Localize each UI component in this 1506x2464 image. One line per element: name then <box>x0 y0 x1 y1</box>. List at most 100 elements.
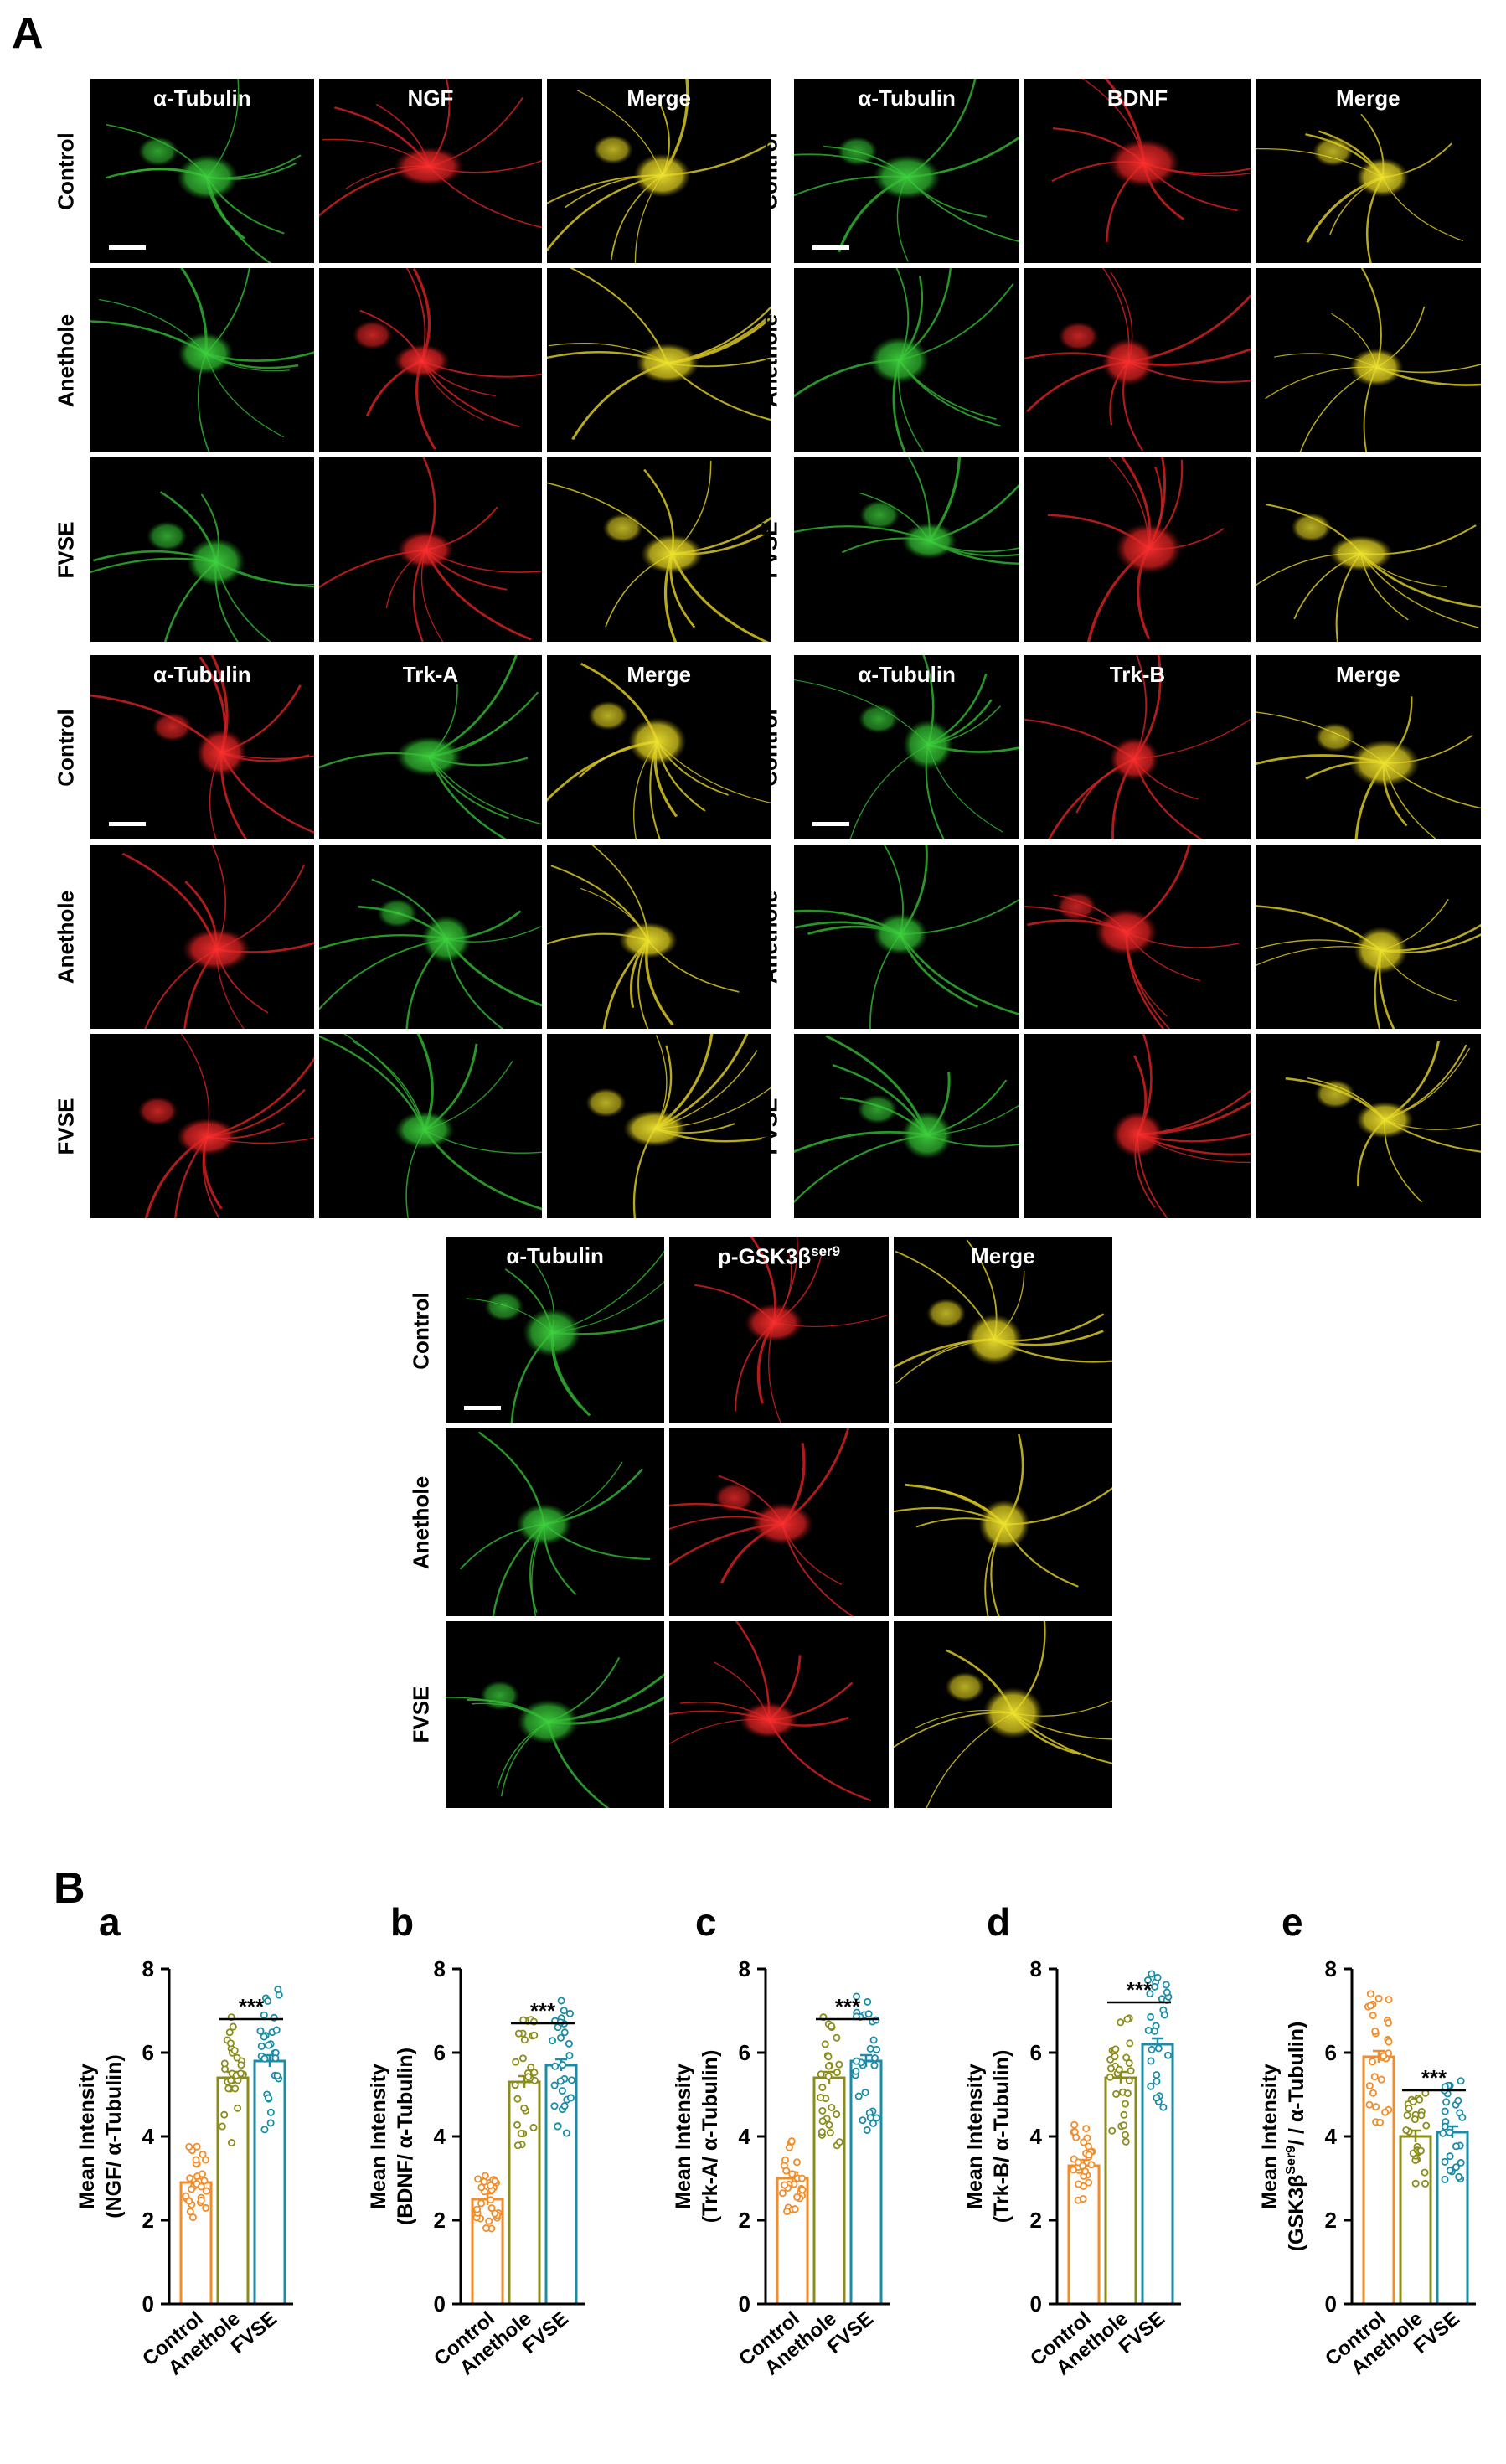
data-point <box>198 2170 206 2178</box>
y-tick-label: 4 <box>434 2124 446 2149</box>
data-point <box>1457 2158 1465 2167</box>
data-point <box>186 2174 194 2182</box>
data-point <box>265 2041 273 2049</box>
data-point <box>557 2033 565 2042</box>
panel-letter-a: A <box>12 9 44 58</box>
data-point <box>1082 2125 1091 2133</box>
data-point <box>1080 2138 1088 2146</box>
y-tick-label: 4 <box>739 2124 751 2149</box>
data-point <box>567 2076 575 2084</box>
chart-letter: b <box>390 1900 414 1944</box>
column-title: α-Tubulin <box>506 1243 604 1268</box>
micrograph-ngf-fvse-1 <box>318 457 543 642</box>
data-point <box>798 2174 807 2182</box>
row-label-control: Control <box>408 1291 434 1370</box>
image-block-trkb: α-Tubulin Trk-B Merge <box>794 655 1481 1218</box>
micrograph-gsk-anethole-1 <box>669 1428 889 1616</box>
micrograph-trkb-anethole-1 <box>1024 845 1251 1029</box>
data-point <box>1372 2103 1380 2111</box>
column-title: α-Tubulin <box>153 85 251 111</box>
data-point <box>227 2139 235 2147</box>
micrograph-bdnf-fvse-2 <box>1255 457 1481 642</box>
data-point <box>1125 2059 1133 2068</box>
data-point <box>791 2205 799 2213</box>
data-point <box>556 2077 565 2085</box>
data-point <box>1369 2058 1377 2066</box>
data-point <box>473 2205 482 2213</box>
row-label-fvse: FVSE <box>756 1098 782 1155</box>
micrograph-trkb-control-0: α-Tubulin <box>794 655 1020 839</box>
micrograph-gsk-control-1: p-GSK3βser9 <box>669 1237 889 1424</box>
data-point <box>520 2104 529 2112</box>
y-axis-label: Mean Intensity <box>75 2064 99 2209</box>
data-point <box>1075 2180 1083 2188</box>
micrograph-trka-fvse-1 <box>318 1034 543 1218</box>
data-point <box>1121 2131 1129 2139</box>
data-point <box>863 2126 871 2134</box>
data-point <box>234 2104 242 2112</box>
data-point <box>550 2102 559 2110</box>
scale-bar <box>812 245 849 250</box>
data-point <box>554 2122 562 2131</box>
data-point <box>227 2076 235 2084</box>
data-point <box>828 2103 836 2111</box>
scale-bar <box>812 822 849 826</box>
y-axis-label: Mean Intensity <box>672 2064 695 2209</box>
data-point <box>1416 2095 1424 2104</box>
data-point <box>1147 2012 1155 2021</box>
y-tick-label: 6 <box>434 2040 446 2065</box>
data-point <box>833 2110 841 2119</box>
data-point <box>1147 2082 1155 2090</box>
data-point <box>852 2067 860 2075</box>
micrograph-gsk-fvse-0 <box>446 1620 665 1808</box>
data-point <box>1441 2157 1449 2166</box>
data-point <box>873 2045 881 2053</box>
data-point <box>513 2120 522 2129</box>
data-point <box>487 2196 495 2204</box>
y-axis-label: Mean Intensity <box>1258 2064 1282 2209</box>
data-point <box>1115 2065 1123 2074</box>
column-title: Trk-A <box>402 662 459 687</box>
bar-anethole <box>508 2080 541 2306</box>
data-point <box>272 2026 281 2034</box>
data-point <box>220 2110 229 2119</box>
data-point <box>1385 1996 1393 2004</box>
data-point <box>866 2044 874 2053</box>
column-title: α-Tubulin <box>858 85 956 111</box>
data-point <box>778 2189 787 2198</box>
micrograph-trka-control-0: α-Tubulin <box>90 655 314 839</box>
chart-letter: a <box>99 1900 121 1944</box>
data-point <box>271 2054 280 2063</box>
data-point <box>1366 2002 1374 2010</box>
micrograph-bdnf-anethole-1 <box>1024 268 1251 452</box>
row-label-anethole: Anethole <box>53 890 79 984</box>
data-point <box>477 2183 486 2192</box>
micrograph-gsk-anethole-0 <box>446 1428 665 1616</box>
data-point <box>188 2185 196 2193</box>
data-point <box>787 2137 796 2146</box>
micrograph-bdnf-fvse-1 <box>1024 457 1251 642</box>
data-point <box>1452 2142 1460 2151</box>
data-point <box>1365 2082 1374 2090</box>
micrograph-trka-anethole-1 <box>318 845 543 1029</box>
data-point <box>1106 2064 1115 2073</box>
data-point <box>491 2177 499 2185</box>
data-point <box>185 2197 193 2205</box>
data-point <box>824 2062 833 2070</box>
data-point <box>1146 1990 1154 1998</box>
data-point <box>185 2142 193 2151</box>
data-point <box>818 2117 827 2126</box>
micrograph-ngf-control-0: α-Tubulin <box>90 79 314 263</box>
data-point <box>565 2052 574 2060</box>
micrograph-ngf-anethole-2 <box>547 268 771 452</box>
micrograph-trkb-anethole-2 <box>1255 845 1481 1029</box>
chart-letter: d <box>987 1900 1010 1944</box>
row-label-anethole: Anethole <box>408 1475 434 1570</box>
micrograph-bdnf-control-2: Merge <box>1255 79 1481 263</box>
micrograph-gsk-fvse-1 <box>669 1620 889 1808</box>
y-tick-label: 0 <box>1325 2291 1337 2317</box>
data-point <box>474 2175 482 2183</box>
bar-anethole <box>812 2076 846 2306</box>
column-title: BDNF <box>1106 85 1168 111</box>
